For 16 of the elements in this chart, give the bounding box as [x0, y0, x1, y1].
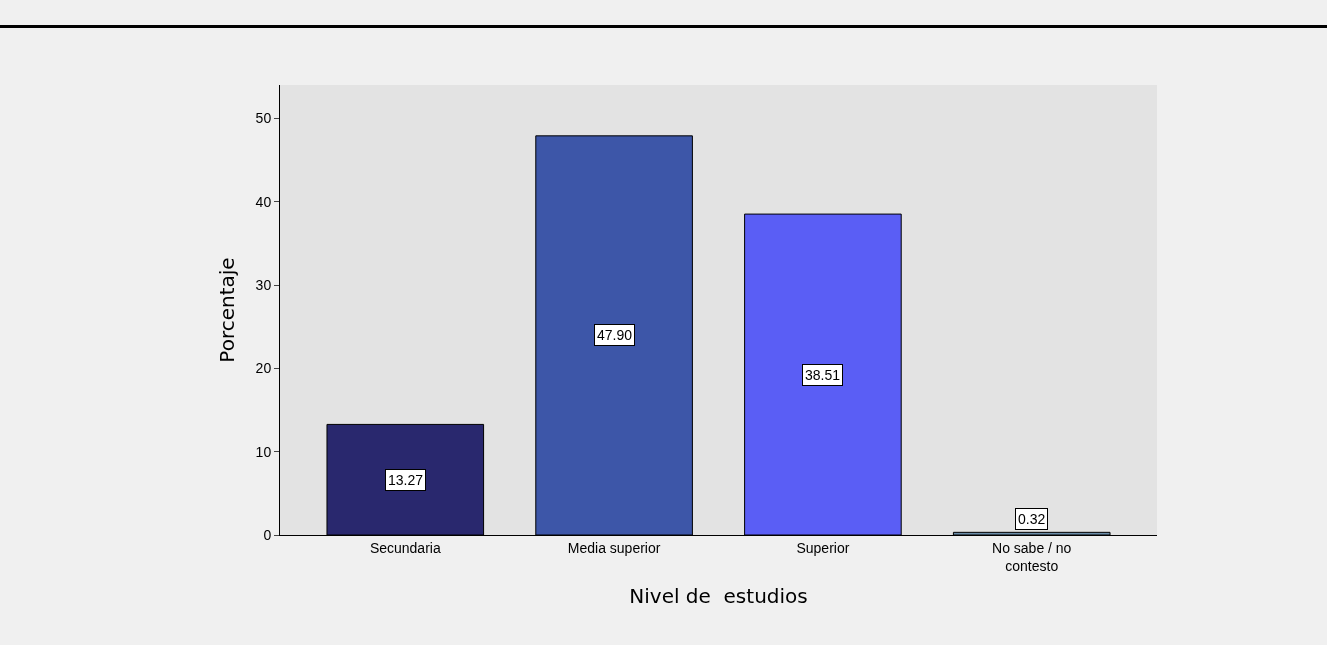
x-axis-title: Nivel de estudios	[629, 583, 808, 608]
x-tick-label: No sabe / no contesto	[992, 539, 1072, 574]
x-tick-label: Superior	[796, 539, 850, 556]
data-label: 38.51	[805, 367, 841, 383]
x-tick-label: Secundaria	[369, 539, 441, 556]
y-axis-title: Porcentaje	[215, 257, 240, 363]
y-tick-label: 10	[255, 443, 272, 460]
y-tick-label: 40	[255, 193, 272, 210]
y-tick-label: 50	[255, 110, 272, 127]
y-tick-label: 20	[255, 360, 272, 377]
y-tick-label: 30	[255, 276, 272, 293]
y-tick-label: 0	[263, 526, 272, 543]
x-tick-label: Media superior	[567, 539, 661, 556]
data-label: 0.32	[1018, 511, 1046, 527]
data-label: 13.27	[388, 472, 424, 488]
data-label: 47.90	[597, 327, 633, 343]
